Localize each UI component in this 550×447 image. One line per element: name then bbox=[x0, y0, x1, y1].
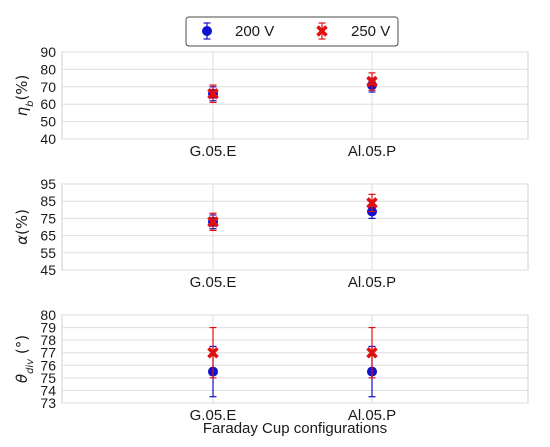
plot-area bbox=[61, 183, 529, 271]
y-tick-label: 73 bbox=[40, 395, 56, 411]
x-axis-label: Faraday Cup configurations bbox=[203, 420, 387, 437]
y-tick-label: 80 bbox=[40, 307, 56, 323]
y-tick-label: 40 bbox=[40, 131, 56, 147]
y-axis-label: θdiv (°) bbox=[13, 335, 36, 383]
y-tick-label: 60 bbox=[40, 96, 56, 112]
x-marker-stroke bbox=[366, 75, 378, 88]
y-tick-label: 50 bbox=[40, 114, 56, 130]
y-tick-label: 78 bbox=[40, 332, 56, 348]
legend-label: 200 V bbox=[235, 23, 274, 40]
y-tick-label: 95 bbox=[40, 176, 56, 192]
y-tick-label: 74 bbox=[40, 382, 56, 398]
y-tick-label: 45 bbox=[40, 262, 56, 278]
y-tick-label: 79 bbox=[40, 320, 56, 336]
y-tick-label: 55 bbox=[40, 245, 56, 261]
plot-area bbox=[61, 51, 529, 140]
data-point bbox=[207, 346, 219, 359]
y-tick-label: 90 bbox=[40, 44, 56, 60]
x-marker-stroke bbox=[207, 216, 219, 228]
x-tick-label: G.05.E bbox=[190, 274, 237, 291]
legend-label: 250 V bbox=[351, 23, 390, 40]
data-point bbox=[207, 87, 219, 100]
y-axis-label: α(%) bbox=[13, 209, 31, 245]
plot-area bbox=[61, 314, 529, 404]
y-tick-label: 85 bbox=[40, 193, 56, 209]
y-tick-label: 65 bbox=[40, 228, 56, 244]
data-point bbox=[366, 346, 378, 359]
x-tick-label: Al.05.P bbox=[348, 274, 396, 291]
y-tick-label: 77 bbox=[40, 345, 56, 361]
legend: 200 V 250 V bbox=[185, 16, 399, 47]
x-marker-stroke bbox=[207, 87, 219, 100]
y-tick-label: 76 bbox=[40, 357, 56, 373]
x-marker-stroke bbox=[366, 346, 378, 359]
y-tick-label: 70 bbox=[40, 79, 56, 95]
legend-box bbox=[185, 16, 399, 47]
y-tick-label: 80 bbox=[40, 61, 56, 77]
data-point bbox=[366, 197, 378, 209]
y-tick-label: 75 bbox=[40, 210, 56, 226]
x-marker-stroke bbox=[316, 25, 328, 37]
x-marker-stroke bbox=[207, 346, 219, 359]
y-tick-label: 75 bbox=[40, 370, 56, 386]
y-axis-label: ηb(%) bbox=[13, 75, 36, 117]
x-tick-label: Al.05.P bbox=[348, 407, 396, 424]
x-tick-label: G.05.E bbox=[190, 143, 237, 160]
data-point bbox=[366, 75, 378, 88]
x-tick-label: Al.05.P bbox=[348, 143, 396, 160]
data-point bbox=[207, 216, 219, 228]
x-tick-label: G.05.E bbox=[190, 407, 237, 424]
x-marker-stroke bbox=[366, 197, 378, 209]
legend-marker bbox=[316, 25, 328, 37]
legend-marker bbox=[202, 26, 212, 36]
